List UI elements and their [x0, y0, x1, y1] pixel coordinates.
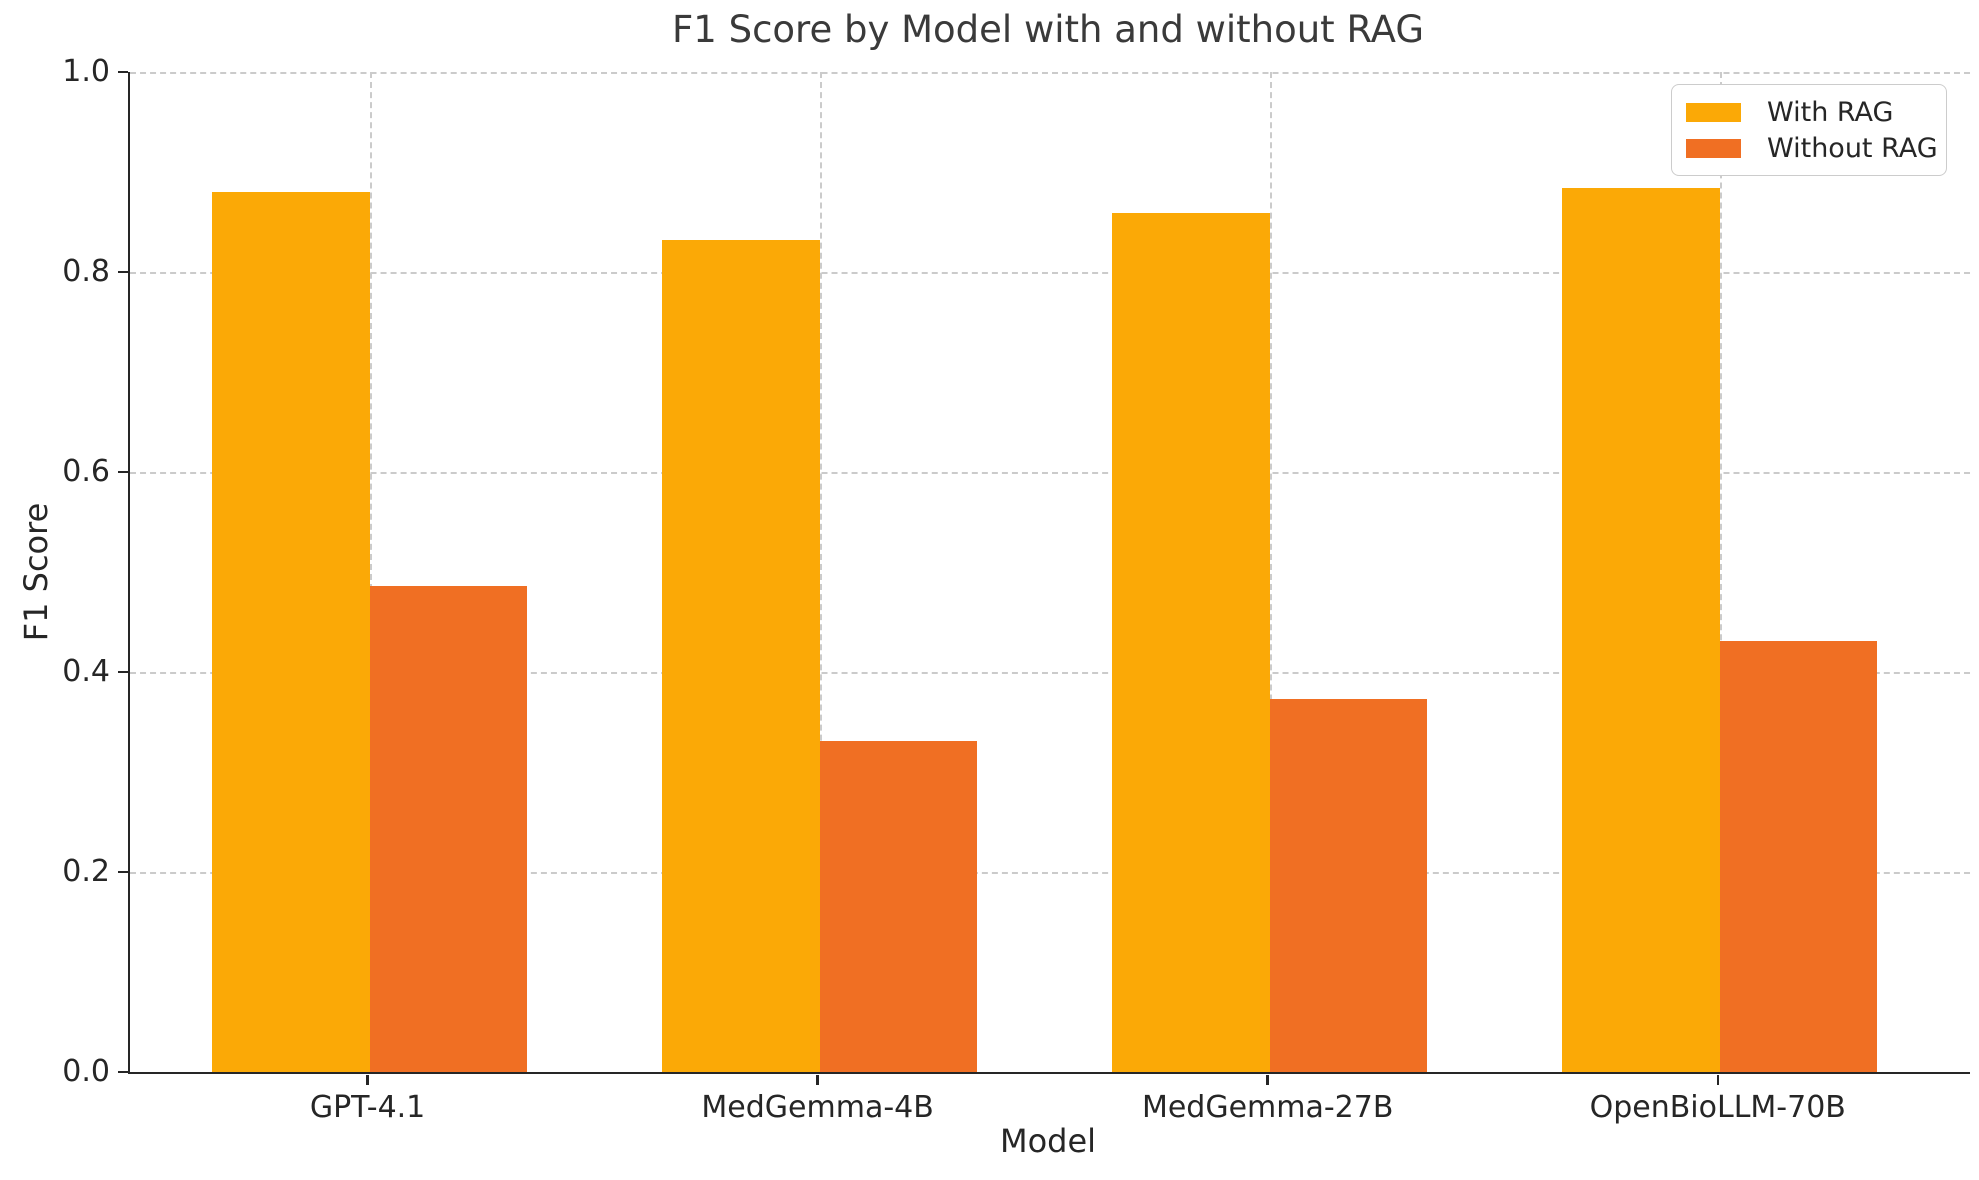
- legend-swatch-without-rag: [1686, 138, 1741, 158]
- xtick-mark-openbiollm-70b: [1716, 1074, 1719, 1085]
- ytick-label-0.2: 0.2: [62, 854, 110, 889]
- bar-without-rag-medgemma-27b: [1269, 699, 1428, 1072]
- ytick-label-1.0: 1.0: [62, 54, 110, 89]
- gridline-x-openbiollm-70b: [1719, 72, 1722, 1072]
- ytick-mark-0.8: [118, 270, 128, 274]
- bar-without-rag-gpt-4-1: [369, 586, 528, 1072]
- xtick-label-medgemma-4b: MedGemma-4B: [701, 1090, 934, 1125]
- plot-area: [128, 72, 1970, 1074]
- gridline-y-0.6: [130, 472, 1970, 474]
- gridline-x-medgemma-27b: [1269, 72, 1272, 1072]
- gridline-y-0.8: [130, 272, 1970, 274]
- gridline-x-medgemma-4b: [819, 72, 822, 1072]
- gridline-y-1.0: [130, 72, 1970, 74]
- xtick-mark-medgemma-27b: [1266, 1074, 1269, 1085]
- gridline-y-0.4: [130, 672, 1970, 674]
- bar-with-rag-openbiollm-70b: [1562, 188, 1720, 1072]
- legend-entry-without-rag: Without RAG: [1686, 132, 1938, 164]
- ytick-mark-0.6: [118, 470, 128, 474]
- xtick-label-gpt-4-1: GPT-4.1: [309, 1090, 426, 1125]
- bar-with-rag-medgemma-4b: [662, 240, 820, 1072]
- xtick-label-openbiollm-70b: OpenBioLLM-70B: [1589, 1090, 1846, 1125]
- gridline-x-gpt-4-1: [369, 72, 372, 1072]
- legend-entry-with-rag: With RAG: [1686, 96, 1932, 128]
- xtick-mark-gpt-4-1: [366, 1074, 369, 1085]
- ytick-label-0.6: 0.6: [62, 454, 110, 489]
- legend-swatch-with-rag: [1686, 102, 1741, 122]
- xtick-mark-medgemma-4b: [816, 1074, 819, 1085]
- ytick-mark-1.0: [118, 70, 128, 74]
- y-axis-label: F1 Score: [17, 502, 55, 642]
- bar-without-rag-openbiollm-70b: [1719, 641, 1878, 1072]
- ytick-label-0.0: 0.0: [62, 1054, 110, 1089]
- gridline-y-0.2: [130, 872, 1970, 874]
- ytick-mark-0.2: [118, 870, 128, 874]
- bar-with-rag-gpt-4-1: [212, 192, 370, 1072]
- ytick-label-0.4: 0.4: [62, 654, 110, 689]
- bar-without-rag-medgemma-4b: [819, 741, 978, 1072]
- x-axis-label: Model: [999, 1122, 1097, 1160]
- chart-title: F1 Score by Model with and without RAG: [672, 8, 1424, 51]
- ytick-mark-0.0: [118, 1070, 128, 1074]
- bar-with-rag-medgemma-27b: [1112, 213, 1270, 1072]
- legend-label-with-rag: With RAG: [1767, 96, 1894, 128]
- legend: With RAG Without RAG: [1671, 84, 1947, 176]
- ytick-label-0.8: 0.8: [62, 254, 110, 289]
- xtick-label-medgemma-27b: MedGemma-27B: [1141, 1090, 1394, 1125]
- ytick-mark-0.4: [118, 670, 128, 674]
- legend-label-without-rag: Without RAG: [1767, 132, 1938, 164]
